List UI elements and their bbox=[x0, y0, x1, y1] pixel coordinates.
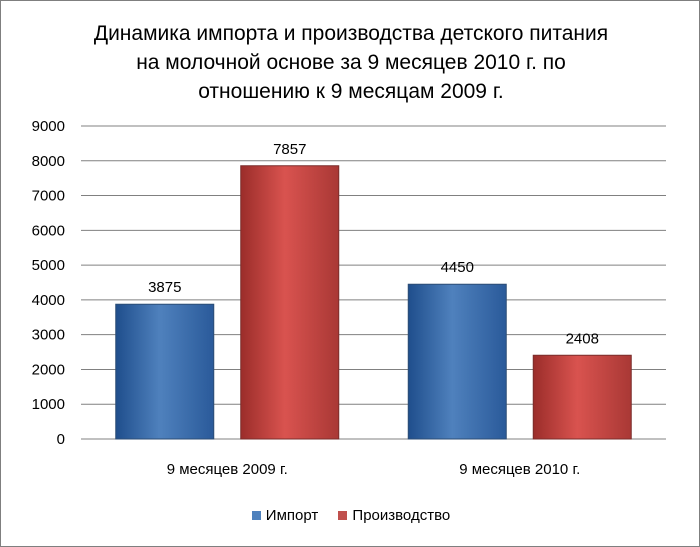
legend-swatch-import bbox=[251, 511, 261, 520]
data-label: 2408 bbox=[566, 330, 599, 347]
bar-import-0 bbox=[115, 303, 215, 440]
data-label: 3875 bbox=[148, 279, 181, 296]
bar-production-0 bbox=[240, 165, 340, 440]
bar-production-1 bbox=[532, 354, 632, 440]
chart-title: Динамика импорта и производства детского… bbox=[41, 19, 661, 106]
y-tick-label: 9000 bbox=[32, 118, 65, 135]
data-label: 4450 bbox=[441, 259, 474, 276]
y-tick-label: 0 bbox=[57, 431, 65, 448]
y-tick-label: 7000 bbox=[32, 188, 65, 205]
data-label: 7857 bbox=[273, 141, 306, 158]
chart-title-line-2: на молочной основе за 9 месяцев 2010 г. … bbox=[136, 51, 566, 74]
x-axis-category-labels: 9 месяцев 2009 г. 9 месяцев 2010 г. bbox=[167, 461, 581, 478]
legend-item-production: Производство bbox=[338, 507, 450, 524]
x-category-label: 9 месяцев 2009 г. bbox=[167, 461, 288, 478]
x-category-label: 9 месяцев 2010 г. bbox=[459, 461, 580, 478]
data-labels: 3875 7857 4450 2408 bbox=[148, 141, 599, 348]
y-tick-label: 6000 bbox=[32, 222, 65, 239]
bar-import-1 bbox=[407, 283, 507, 440]
legend-item-import: Импорт bbox=[251, 507, 319, 524]
y-tick-label: 8000 bbox=[32, 153, 65, 170]
legend-label-production: Производство bbox=[352, 507, 451, 524]
chart-title-line-1: Динамика импорта и производства детского… bbox=[93, 22, 609, 45]
y-tick-label: 2000 bbox=[32, 361, 65, 378]
y-tick-label: 3000 bbox=[32, 327, 65, 344]
y-tick-label: 5000 bbox=[32, 257, 65, 274]
legend-label-import: Импорт bbox=[265, 507, 319, 524]
bars bbox=[115, 165, 632, 440]
legend: Импорт Производство bbox=[1, 507, 700, 524]
y-axis-tick-labels: 0 1000 2000 3000 4000 5000 6000 7000 8000 9000 bbox=[32, 118, 65, 448]
y-tick-label: 4000 bbox=[32, 292, 65, 309]
legend-swatch-production bbox=[338, 511, 348, 520]
chart-title-line-3: отношению к 9 месяцам 2009 г. bbox=[198, 80, 504, 103]
y-tick-label: 1000 bbox=[32, 396, 65, 413]
